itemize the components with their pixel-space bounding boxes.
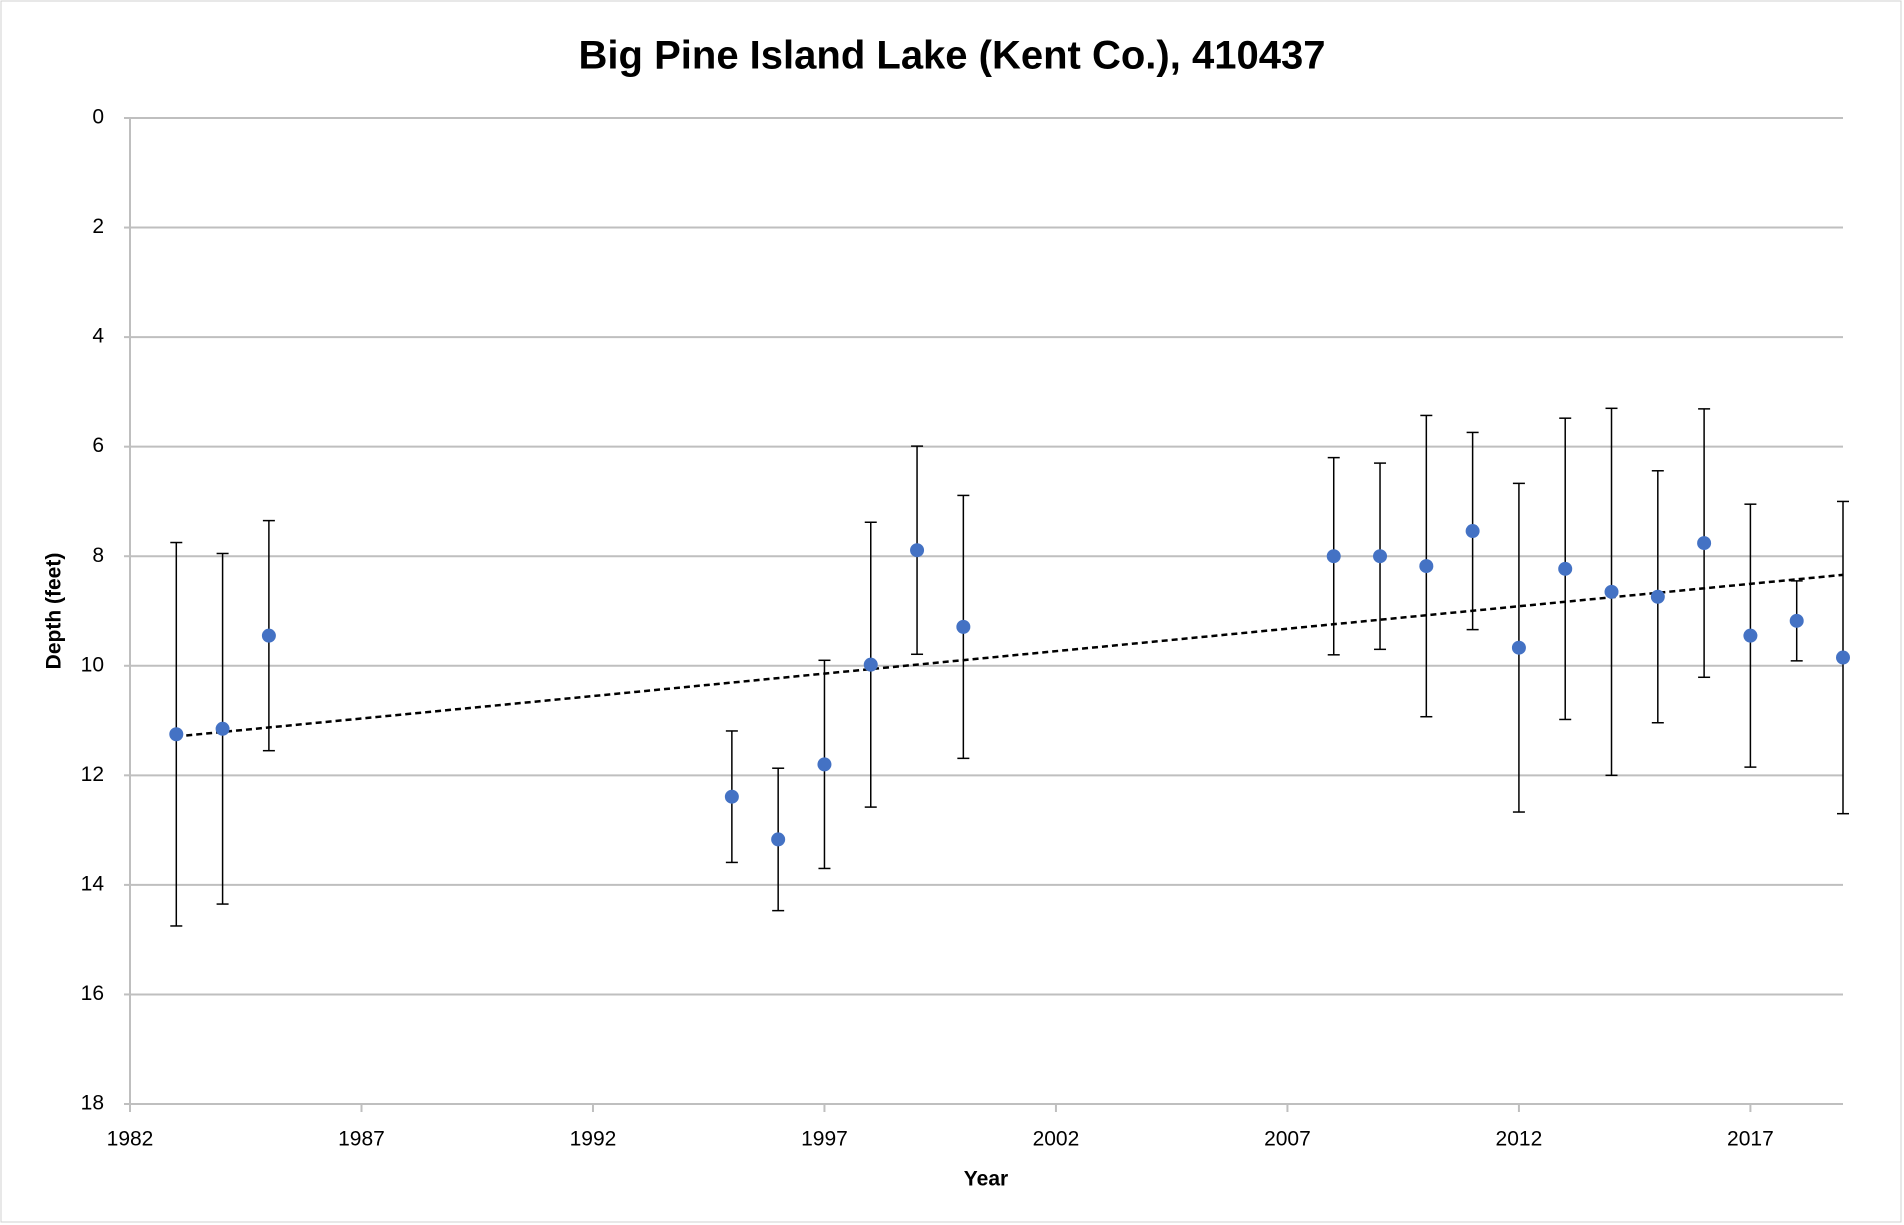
y-tick-label: 4 xyxy=(92,325,104,348)
data-point xyxy=(1326,549,1341,564)
data-point xyxy=(1743,628,1758,643)
data-point xyxy=(910,543,925,558)
data-point xyxy=(1419,559,1434,574)
x-tick-label: 2002 xyxy=(1033,1128,1080,1151)
data-point xyxy=(1373,549,1388,564)
y-tick-label: 14 xyxy=(81,872,105,895)
data-point xyxy=(1650,589,1665,604)
data-point xyxy=(261,628,276,643)
y-axis-label: Depth (feet) xyxy=(43,553,66,670)
x-tick-label: 1992 xyxy=(570,1128,617,1151)
x-tick-label: 1982 xyxy=(107,1128,154,1151)
y-tick-label: 16 xyxy=(81,982,104,1005)
y-tick-label: 2 xyxy=(92,215,104,238)
x-axis-label: Year xyxy=(964,1168,1008,1191)
data-point xyxy=(1465,524,1480,539)
data-point xyxy=(169,727,184,742)
chart-title: Big Pine Island Lake (Kent Co.), 410437 xyxy=(579,34,1326,78)
x-tick-label: 2017 xyxy=(1727,1128,1774,1151)
data-point xyxy=(724,789,739,804)
y-tick-label: 12 xyxy=(81,763,104,786)
x-tick-label: 1987 xyxy=(338,1128,385,1151)
data-point xyxy=(215,721,230,736)
data-point xyxy=(817,757,832,772)
data-point xyxy=(1789,613,1804,628)
data-point xyxy=(1836,650,1850,665)
data-point xyxy=(1511,640,1526,655)
y-tick-label: 10 xyxy=(81,653,104,676)
trendline xyxy=(176,573,1844,738)
x-tick-label: 2012 xyxy=(1496,1128,1543,1151)
data-point xyxy=(1697,536,1712,551)
y-tick-label: 6 xyxy=(92,434,104,457)
data-point xyxy=(863,657,878,672)
data-point xyxy=(956,619,971,634)
x-tick-label: 2007 xyxy=(1264,1128,1311,1151)
data-point xyxy=(771,832,786,847)
data-point xyxy=(1558,561,1573,576)
y-tick-label: 0 xyxy=(92,106,104,129)
y-tick-label: 8 xyxy=(92,544,104,567)
data-point xyxy=(1604,584,1619,599)
y-tick-label: 18 xyxy=(81,1092,104,1115)
x-tick-label: 1997 xyxy=(801,1128,848,1151)
